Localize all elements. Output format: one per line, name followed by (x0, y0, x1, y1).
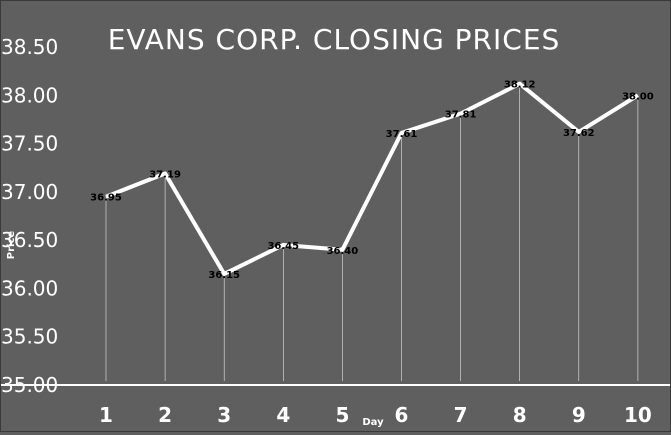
chart-title: EVANS CORP. CLOSING PRICES (108, 23, 561, 56)
data-label: 37.19 (149, 170, 181, 181)
x-tick-label: 7 (454, 403, 468, 427)
y-tick-label: 38.50 (1, 35, 58, 59)
data-label: 36.15 (208, 270, 240, 281)
x-tick-label: 9 (572, 403, 586, 427)
y-axis-label: Price (6, 231, 17, 260)
drop-lines (105, 83, 639, 381)
x-tick-label: 6 (395, 403, 409, 427)
data-label: 36.45 (267, 241, 299, 252)
x-axis-label: Day (362, 417, 384, 428)
y-tick-label: 36.00 (1, 276, 58, 300)
data-label: 37.62 (563, 128, 595, 139)
data-label: 38.12 (504, 80, 536, 91)
series-line (105, 81, 639, 276)
x-tick-label: 8 (513, 403, 527, 427)
data-label: 37.81 (445, 110, 477, 121)
x-tick-label: 3 (217, 403, 231, 427)
x-tick-label: 5 (335, 403, 349, 427)
data-labels: 36.95 37.19 36.15 36.45 36.40 37.61 37.81 38.12… (90, 80, 654, 281)
y-tick-label: 35.50 (1, 325, 58, 349)
data-label: 36.40 (327, 246, 359, 257)
x-tick-label: 1 (99, 403, 113, 427)
x-tick-label: 2 (158, 403, 172, 427)
data-label: 38.00 (622, 91, 654, 102)
data-label: 37.61 (386, 129, 418, 140)
y-tick-label: 36.50 (1, 228, 58, 252)
data-label: 36.95 (90, 193, 122, 204)
x-axis-ticks: 1 2 3 4 5 6 7 8 9 10 (99, 403, 652, 427)
x-tick-label: 4 (276, 403, 290, 427)
y-tick-label: 37.50 (1, 132, 58, 156)
x-tick-label: 10 (624, 403, 652, 427)
y-tick-label: 37.00 (1, 180, 58, 204)
y-tick-label: 38.00 (1, 83, 58, 107)
